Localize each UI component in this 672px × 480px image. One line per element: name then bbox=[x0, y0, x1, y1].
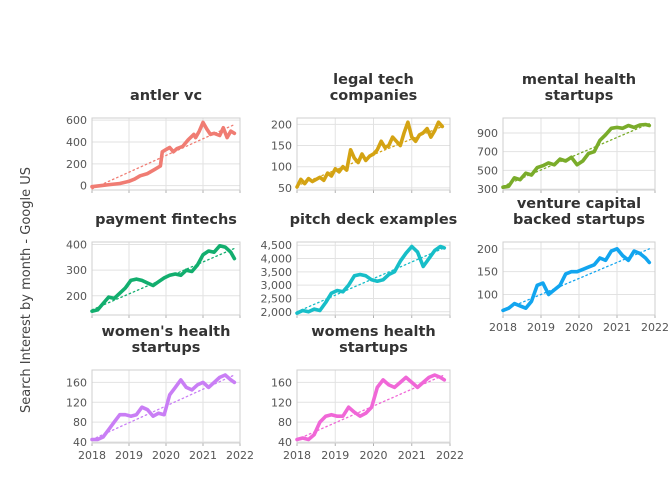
x-tick-label: 2018 bbox=[283, 449, 311, 462]
series-line bbox=[90, 120, 237, 189]
y-tick-label: 200 bbox=[477, 243, 498, 256]
y-tick-label: 3,500 bbox=[261, 266, 293, 279]
x-tick-label: 2022 bbox=[226, 449, 254, 462]
x-tick-label: 2018 bbox=[78, 449, 106, 462]
series-line bbox=[90, 373, 237, 442]
y-axis-label: Search Interest by month - Google US bbox=[19, 167, 34, 413]
y-tick-label: 120 bbox=[271, 396, 292, 409]
panel-title: payment fintechs bbox=[95, 212, 237, 228]
x-tick-label: 2022 bbox=[641, 321, 669, 334]
y-tick-label: 900 bbox=[477, 127, 498, 140]
panel-3: payment fintechs 200 300 400 bbox=[66, 212, 241, 318]
y-tick-label: 2,500 bbox=[261, 292, 293, 305]
panel-title: legal tech bbox=[333, 72, 414, 88]
x-tick-label: 2019 bbox=[321, 449, 349, 462]
series-line bbox=[501, 122, 652, 189]
y-tick-label: 4,500 bbox=[261, 239, 293, 252]
panel-0: antler vc 0 200 400 600 bbox=[66, 88, 241, 193]
y-tick-label: 50 bbox=[278, 182, 292, 195]
x-tick-label: 2020 bbox=[360, 449, 388, 462]
panel-frame bbox=[296, 241, 451, 316]
x-tick-label: 2019 bbox=[115, 449, 143, 462]
panel-title: venture capital bbox=[517, 196, 641, 212]
y-tick-label: 40 bbox=[73, 436, 87, 449]
y-tick-label: 600 bbox=[66, 114, 87, 127]
y-tick-label: 160 bbox=[271, 376, 292, 389]
panel-title: companies bbox=[330, 88, 418, 104]
y-tick-label: 150 bbox=[271, 140, 292, 153]
series-line bbox=[295, 244, 447, 315]
y-tick-label: 4,000 bbox=[261, 253, 293, 266]
y-tick-label: 300 bbox=[477, 183, 498, 196]
x-tick-label: 2018 bbox=[489, 321, 517, 334]
y-tick-label: 200 bbox=[66, 290, 87, 303]
y-tick-label: 80 bbox=[73, 416, 87, 429]
x-tick-label: 2021 bbox=[398, 449, 426, 462]
y-tick-label: 160 bbox=[66, 376, 87, 389]
panel-frame bbox=[502, 117, 656, 191]
y-tick-label: 400 bbox=[66, 136, 87, 149]
y-tick-label: 300 bbox=[66, 264, 87, 277]
trend-line bbox=[296, 247, 445, 313]
y-tick-label: 100 bbox=[477, 288, 498, 301]
x-tick-label: 2020 bbox=[565, 321, 593, 334]
y-tick-label: 80 bbox=[278, 416, 292, 429]
x-tick-label: 2022 bbox=[436, 449, 464, 462]
panel-frame bbox=[91, 117, 241, 191]
panel-title: startups bbox=[545, 88, 614, 104]
series-line bbox=[295, 120, 445, 189]
panel-title: pitch deck examples bbox=[290, 212, 458, 228]
series-line bbox=[295, 373, 447, 442]
y-tick-label: 0 bbox=[80, 180, 87, 193]
panel-frame bbox=[502, 241, 656, 316]
panel-title: backed startups bbox=[513, 212, 645, 228]
panel-title: womens health bbox=[311, 324, 435, 340]
series-line bbox=[501, 247, 652, 313]
y-tick-label: 100 bbox=[271, 161, 292, 174]
y-tick-label: 120 bbox=[66, 396, 87, 409]
x-tick-label: 2021 bbox=[603, 321, 631, 334]
x-tick-label: 2021 bbox=[189, 449, 217, 462]
panel-title: women's health bbox=[102, 324, 231, 340]
panel-frame bbox=[296, 369, 451, 444]
panel-frame bbox=[91, 369, 241, 444]
trend-line bbox=[502, 122, 650, 187]
panel-title: startups bbox=[132, 340, 201, 356]
y-tick-label: 500 bbox=[477, 164, 498, 177]
y-tick-label: 200 bbox=[271, 118, 292, 131]
x-tick-label: 2020 bbox=[152, 449, 180, 462]
y-tick-label: 3,000 bbox=[261, 279, 293, 292]
y-tick-label: 40 bbox=[278, 436, 292, 449]
y-tick-label: 400 bbox=[66, 239, 87, 252]
panel-4: pitch deck examples2,0002,5003,0003,5004… bbox=[261, 212, 458, 319]
panel-title: mental health bbox=[522, 72, 636, 88]
panel-title: startups bbox=[339, 340, 408, 356]
panel-frame bbox=[91, 241, 241, 316]
y-tick-label: 700 bbox=[477, 146, 498, 159]
x-tick-label: 2019 bbox=[527, 321, 555, 334]
panel-frame bbox=[296, 117, 451, 191]
y-tick-label: 150 bbox=[477, 266, 498, 279]
y-tick-label: 2,000 bbox=[261, 306, 293, 319]
panel-title: antler vc bbox=[130, 88, 202, 104]
y-tick-label: 200 bbox=[66, 158, 87, 171]
series-line bbox=[90, 244, 237, 314]
